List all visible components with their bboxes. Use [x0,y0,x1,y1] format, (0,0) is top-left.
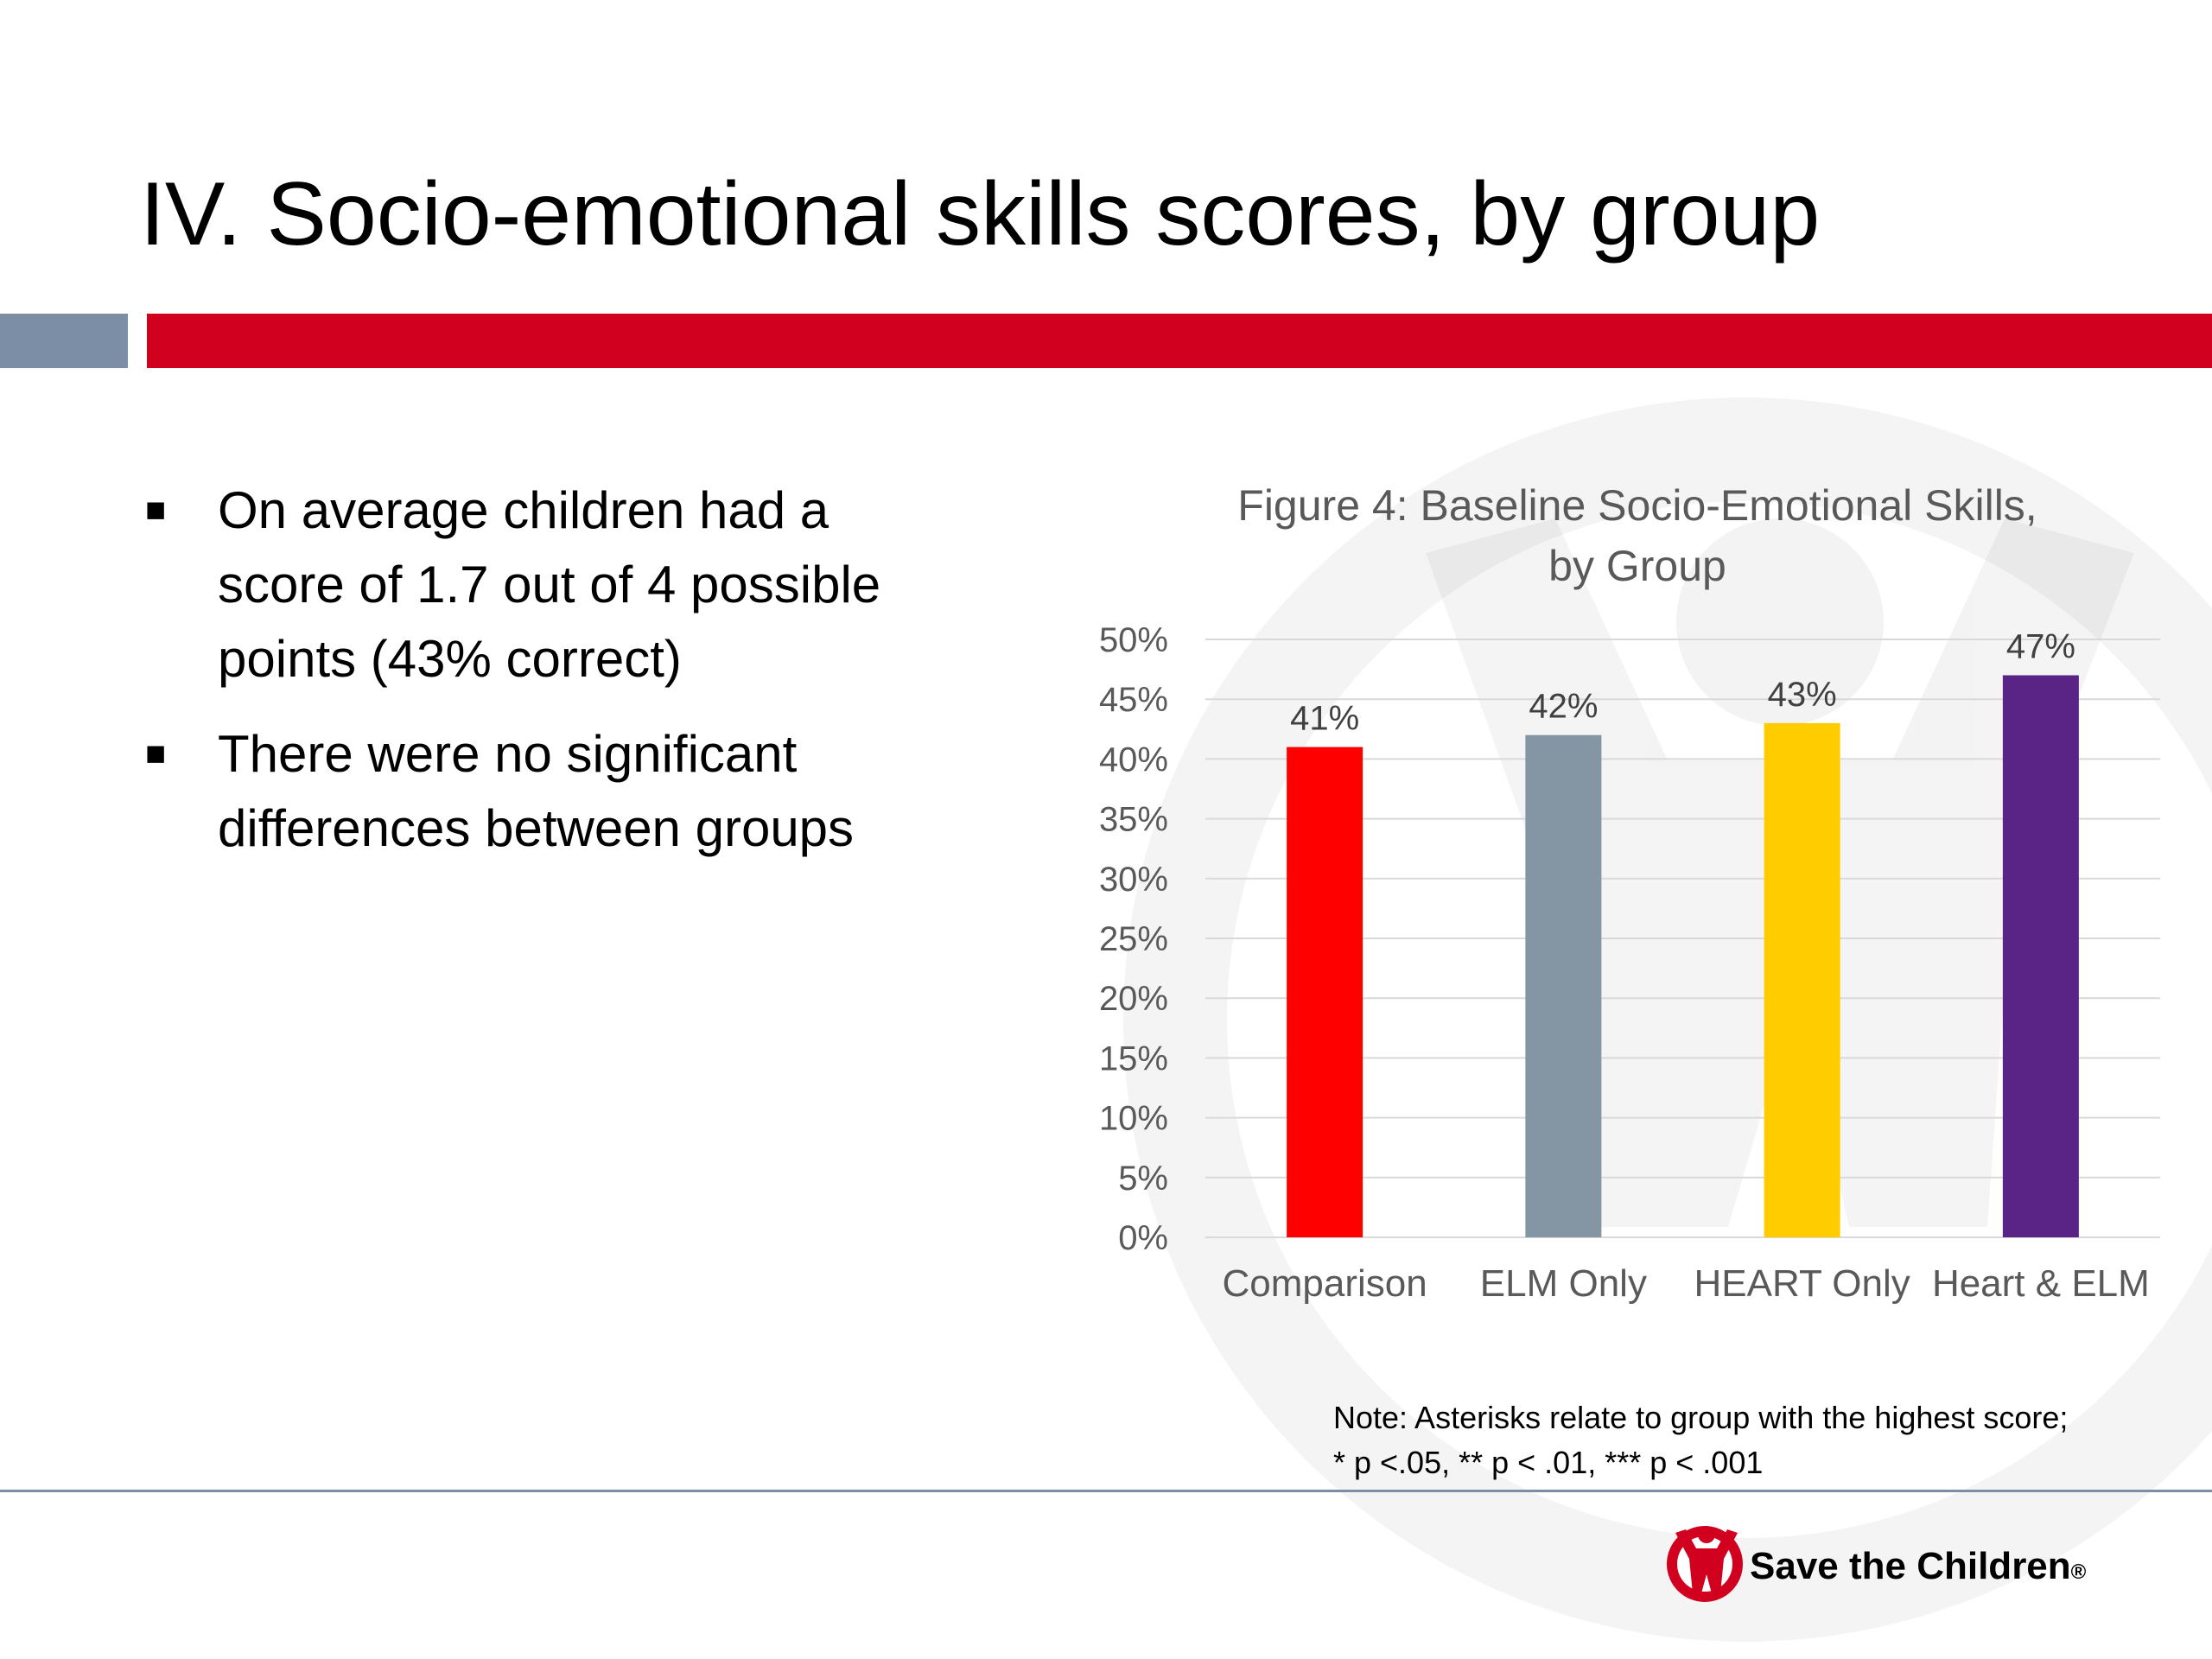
y-tick-label: 20% [1099,980,1168,1018]
bullet-square-icon: ■ [145,734,167,772]
bar [2002,675,2079,1237]
y-tick-label: 0% [1118,1219,1168,1257]
bullet-line: points (43% correct) [218,630,682,688]
brand-registered-mark: ® [2070,1560,2087,1584]
chart-title-line: Figure 4: Baseline Socio-Emotional Skill… [1237,481,2037,530]
y-tick-label: 25% [1099,920,1168,958]
bar-chart: 0% 5% 10% 15% 20% 25% 30% 35% 40% 45% 50% 41% Compar… [1099,621,2160,1305]
bar [1764,722,1840,1237]
x-tick-label: Heart & ELM [1932,1262,2150,1305]
y-tick-label: 40% [1099,741,1168,779]
y-tick-label: 35% [1099,801,1168,839]
title-accent-red-bar [147,314,2212,368]
brand-name-text: Save the Children [1750,1545,2071,1587]
y-tick-label: 45% [1099,681,1168,719]
chart-title-line: by Group [1548,542,1726,590]
title-accent-gray-bar [0,314,128,368]
note-line: Note: Asterisks relate to group with the… [1333,1400,2069,1435]
bullet-item: ■ There were no significant differences … [138,717,1002,866]
bullet-line: On average children had a [218,481,830,539]
data-label: 41% [1290,700,1359,738]
bullet-item: ■ On average children had a score of 1.7… [138,474,1002,696]
slide-title: IV. Socio-emotional skills scores, by gr… [140,164,1821,264]
significance-note: Note: Asterisks relate to group with the… [1333,1395,2068,1485]
y-tick-label: 15% [1099,1039,1168,1077]
data-label: 43% [1768,676,1837,714]
y-tick-label: 10% [1099,1100,1168,1138]
bar [1525,734,1602,1237]
y-tick-label: 50% [1099,621,1168,659]
chart-title: Figure 4: Baseline Socio-Emotional Skill… [1149,475,2126,596]
data-label: 42% [1529,688,1598,726]
bullet-square-icon: ■ [145,491,167,529]
note-line: * p <.05, ** p < .01, *** p < .001 [1333,1445,1764,1480]
y-tick-label: 30% [1099,861,1168,899]
data-label: 47% [2006,628,2075,666]
save-the-children-logo-icon [1667,1526,1743,1602]
x-tick-label: HEART Only [1694,1262,1910,1305]
bullet-line: differences between groups [218,799,855,857]
x-tick-label: ELM Only [1480,1262,1647,1305]
x-tick-label: Comparison [1223,1262,1427,1305]
bullet-line: There were no significant [218,725,798,783]
footer-divider [0,1490,2212,1492]
y-tick-label: 5% [1118,1160,1168,1198]
brand-name: Save the Children® [1750,1545,2086,1588]
bar [1287,747,1363,1237]
bullet-list: ■ On average children had a score of 1.7… [138,474,1002,887]
bullet-line: score of 1.7 out of 4 possible [218,556,881,613]
